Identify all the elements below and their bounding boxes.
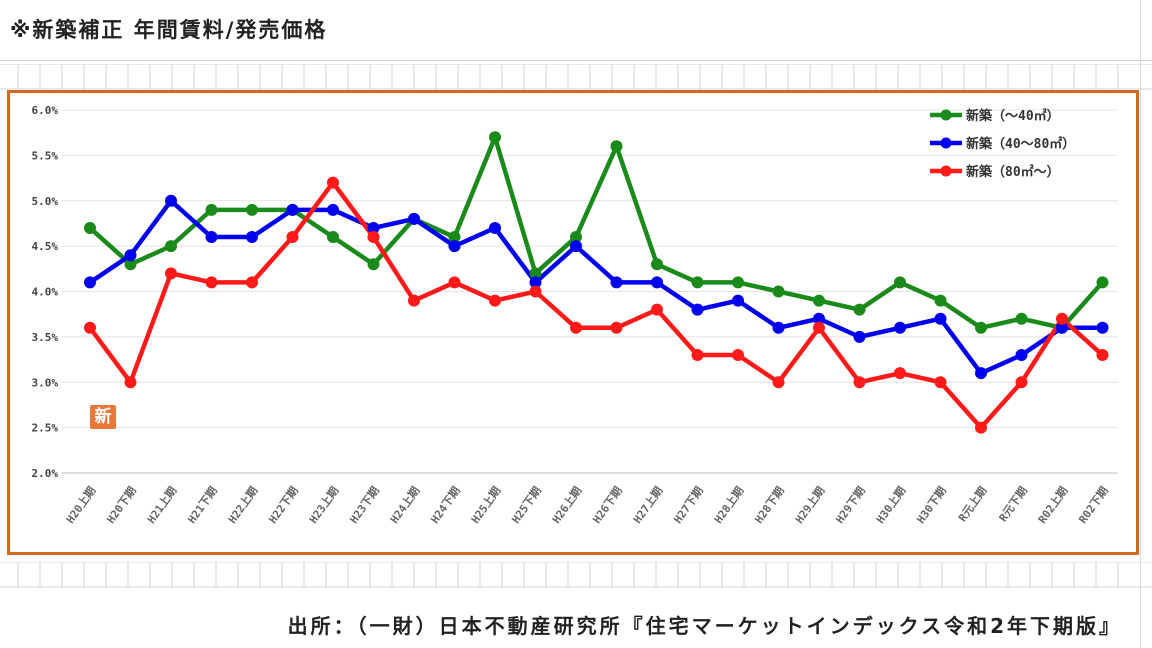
source-caption: 出所：（一財）日本不動産研究所『住宅マーケットインデックス令和2年下期版』: [287, 614, 1122, 638]
divider: [0, 60, 1152, 61]
spreadsheet-grid-top: [0, 64, 1152, 90]
new-badge-icon: 新: [90, 405, 116, 429]
divider: [1140, 0, 1141, 648]
page-title: ※新築補正 年間賃料/発売価格: [10, 18, 328, 42]
spreadsheet-grid-bottom: [0, 562, 1152, 588]
chart-frame: [7, 90, 1139, 555]
